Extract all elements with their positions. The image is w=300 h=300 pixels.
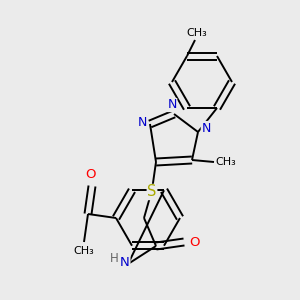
Text: S: S — [147, 184, 157, 200]
Text: N: N — [120, 256, 130, 268]
Text: CH₃: CH₃ — [216, 157, 236, 167]
Text: H: H — [110, 251, 118, 265]
Text: N: N — [137, 116, 147, 128]
Text: O: O — [85, 169, 95, 182]
Text: O: O — [189, 236, 199, 248]
Text: N: N — [167, 98, 177, 112]
Text: N: N — [201, 122, 211, 134]
Text: CH₃: CH₃ — [74, 246, 94, 256]
Text: CH₃: CH₃ — [187, 28, 207, 38]
